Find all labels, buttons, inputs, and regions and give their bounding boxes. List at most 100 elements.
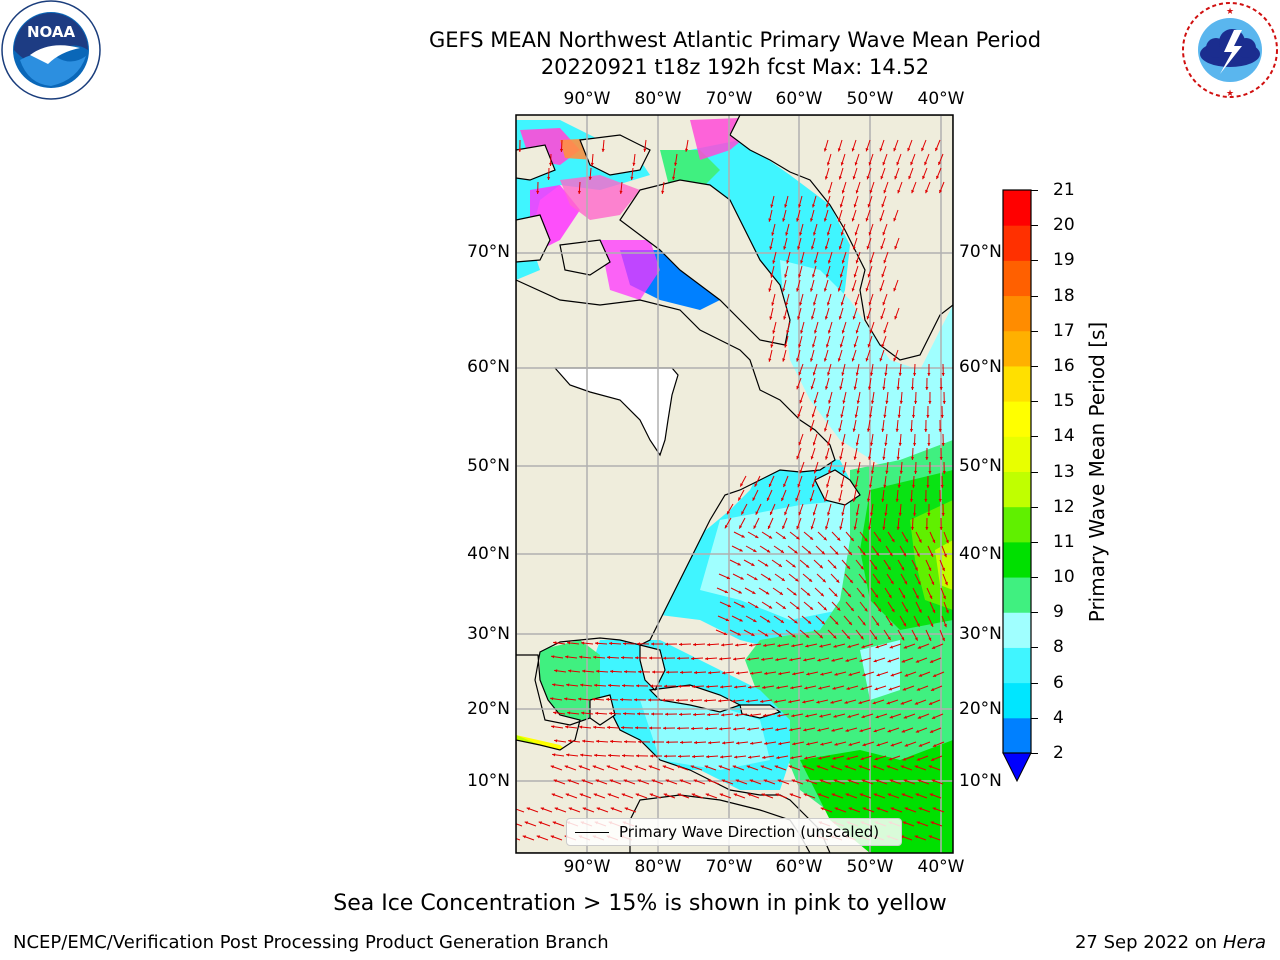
wave-arrow-head	[789, 658, 793, 662]
wave-arrow-head	[918, 743, 923, 747]
colorbar-tick-mark	[1031, 506, 1038, 508]
wave-arrow-head	[904, 581, 907, 585]
wave-arrow-head	[798, 204, 802, 208]
wave-arrow-head	[904, 743, 909, 747]
wave-arrow-head	[796, 455, 800, 460]
wave-arrow-head	[827, 330, 831, 334]
wave-arrow-head	[904, 673, 909, 677]
wave-arrow-head	[875, 779, 880, 783]
wave-arrow-head	[895, 498, 899, 502]
wave-arrow-head	[940, 485, 944, 488]
wave-arrow-head	[794, 550, 798, 554]
wave-arrow-head	[750, 671, 754, 675]
wave-arrow-head	[918, 673, 923, 677]
wave-arrow-head	[853, 204, 857, 208]
wave-arrow-head	[864, 538, 868, 542]
wave-arrow-head	[788, 700, 792, 704]
wave-arrow-head	[827, 512, 831, 516]
wave-arrow-head	[733, 657, 737, 661]
wave-arrow-head	[766, 549, 771, 553]
wave-arrow-head	[747, 727, 751, 731]
wave-arrow-head	[812, 372, 816, 376]
wave-arrow-head	[550, 765, 555, 769]
wave-arrow-head	[834, 807, 839, 811]
wave-arrow-head	[638, 740, 641, 744]
wave-arrow-head	[928, 471, 932, 474]
wave-arrow-head	[876, 673, 880, 677]
wave-arrow-head	[881, 274, 885, 278]
wave-arrow-head	[806, 592, 811, 596]
colorbar-tick-label: 10	[1053, 567, 1075, 588]
wave-arrow-head	[735, 643, 739, 647]
wave-arrow-head	[755, 605, 759, 608]
wave-arrow-head	[760, 765, 765, 769]
wave-arrow-head	[899, 470, 903, 474]
wave-arrow-head	[887, 729, 891, 733]
wave-arrow-head	[749, 643, 753, 647]
wave-arrow-head	[831, 658, 835, 662]
wave-arrow-head	[578, 697, 582, 701]
wave-arrow-head	[821, 551, 825, 555]
wave-arrow-head	[782, 218, 786, 222]
wave-arrow-head	[809, 498, 813, 502]
wave-arrow-head	[565, 655, 569, 659]
wave-arrow-head	[903, 623, 906, 627]
wave-arrow-head	[945, 539, 949, 544]
colorbar-box	[1003, 295, 1031, 332]
wave-arrow-head	[769, 246, 773, 250]
wave-arrow-head	[918, 539, 922, 543]
wave-arrow-head	[593, 725, 597, 729]
colorbar-box	[1003, 436, 1031, 472]
wave-arrow-head	[886, 765, 891, 769]
wave-arrow-head	[869, 190, 873, 194]
wave-arrow-head	[842, 400, 846, 404]
wave-arrow-head	[750, 741, 754, 745]
wave-arrow-head	[692, 754, 696, 759]
colorbar-tick-label: 9	[1053, 602, 1064, 623]
wave-arrow-head	[874, 687, 878, 691]
wave-arrow-head	[889, 715, 893, 719]
wave-arrow-head	[879, 148, 883, 152]
wave-arrow-head	[834, 742, 838, 746]
wave-arrow-head	[902, 687, 907, 691]
wave-arrow-head	[826, 484, 830, 488]
wave-arrow-head	[766, 497, 770, 501]
wave-arrow-head	[917, 581, 921, 585]
wave-arrow-head	[932, 807, 937, 811]
legend-label: Primary Wave Direction (unscaled)	[619, 823, 880, 841]
wave-arrow-head	[752, 591, 756, 594]
wave-arrow-head	[809, 428, 813, 432]
wave-arrow-head	[910, 526, 915, 530]
colorbar-tick-label: 11	[1053, 531, 1075, 552]
wave-arrow-head	[865, 288, 869, 292]
wave-arrow-head	[927, 513, 931, 516]
lat-label-right-20n: 20°N	[959, 699, 1002, 719]
wave-arrow-head	[927, 373, 931, 376]
wave-arrow-head	[894, 315, 898, 320]
nws-logo-icon: ★ ★	[1182, 2, 1278, 99]
wave-arrow-head	[828, 470, 832, 474]
colorbar-box	[1003, 541, 1031, 578]
wave-arrow-head	[748, 755, 752, 759]
lat-label-left-40n: 40°N	[467, 544, 510, 564]
wave-arrow-head	[799, 470, 803, 474]
wave-arrow-head	[581, 779, 586, 783]
wave-arrow-head	[778, 742, 782, 746]
wave-arrow-head	[708, 671, 712, 675]
wave-arrow-head	[732, 765, 737, 769]
wave-arrow-head	[694, 740, 698, 745]
wave-arrow-head	[799, 302, 803, 306]
wave-arrow-head	[770, 274, 774, 278]
wave-arrow-head	[804, 686, 808, 690]
lon-label-top-50w: 50°W	[846, 89, 894, 109]
wave-arrow-head	[774, 765, 779, 769]
wave-arrow-head	[795, 578, 799, 582]
wave-arrow-head	[747, 657, 751, 661]
wave-arrow-head	[902, 595, 905, 599]
wave-arrow-head	[550, 835, 555, 839]
wave-arrow-head	[824, 316, 828, 320]
wave-arrow-head	[685, 148, 689, 152]
wave-arrow-head	[872, 701, 876, 705]
wave-arrow-head	[859, 659, 863, 663]
wave-arrow-head	[551, 793, 556, 797]
